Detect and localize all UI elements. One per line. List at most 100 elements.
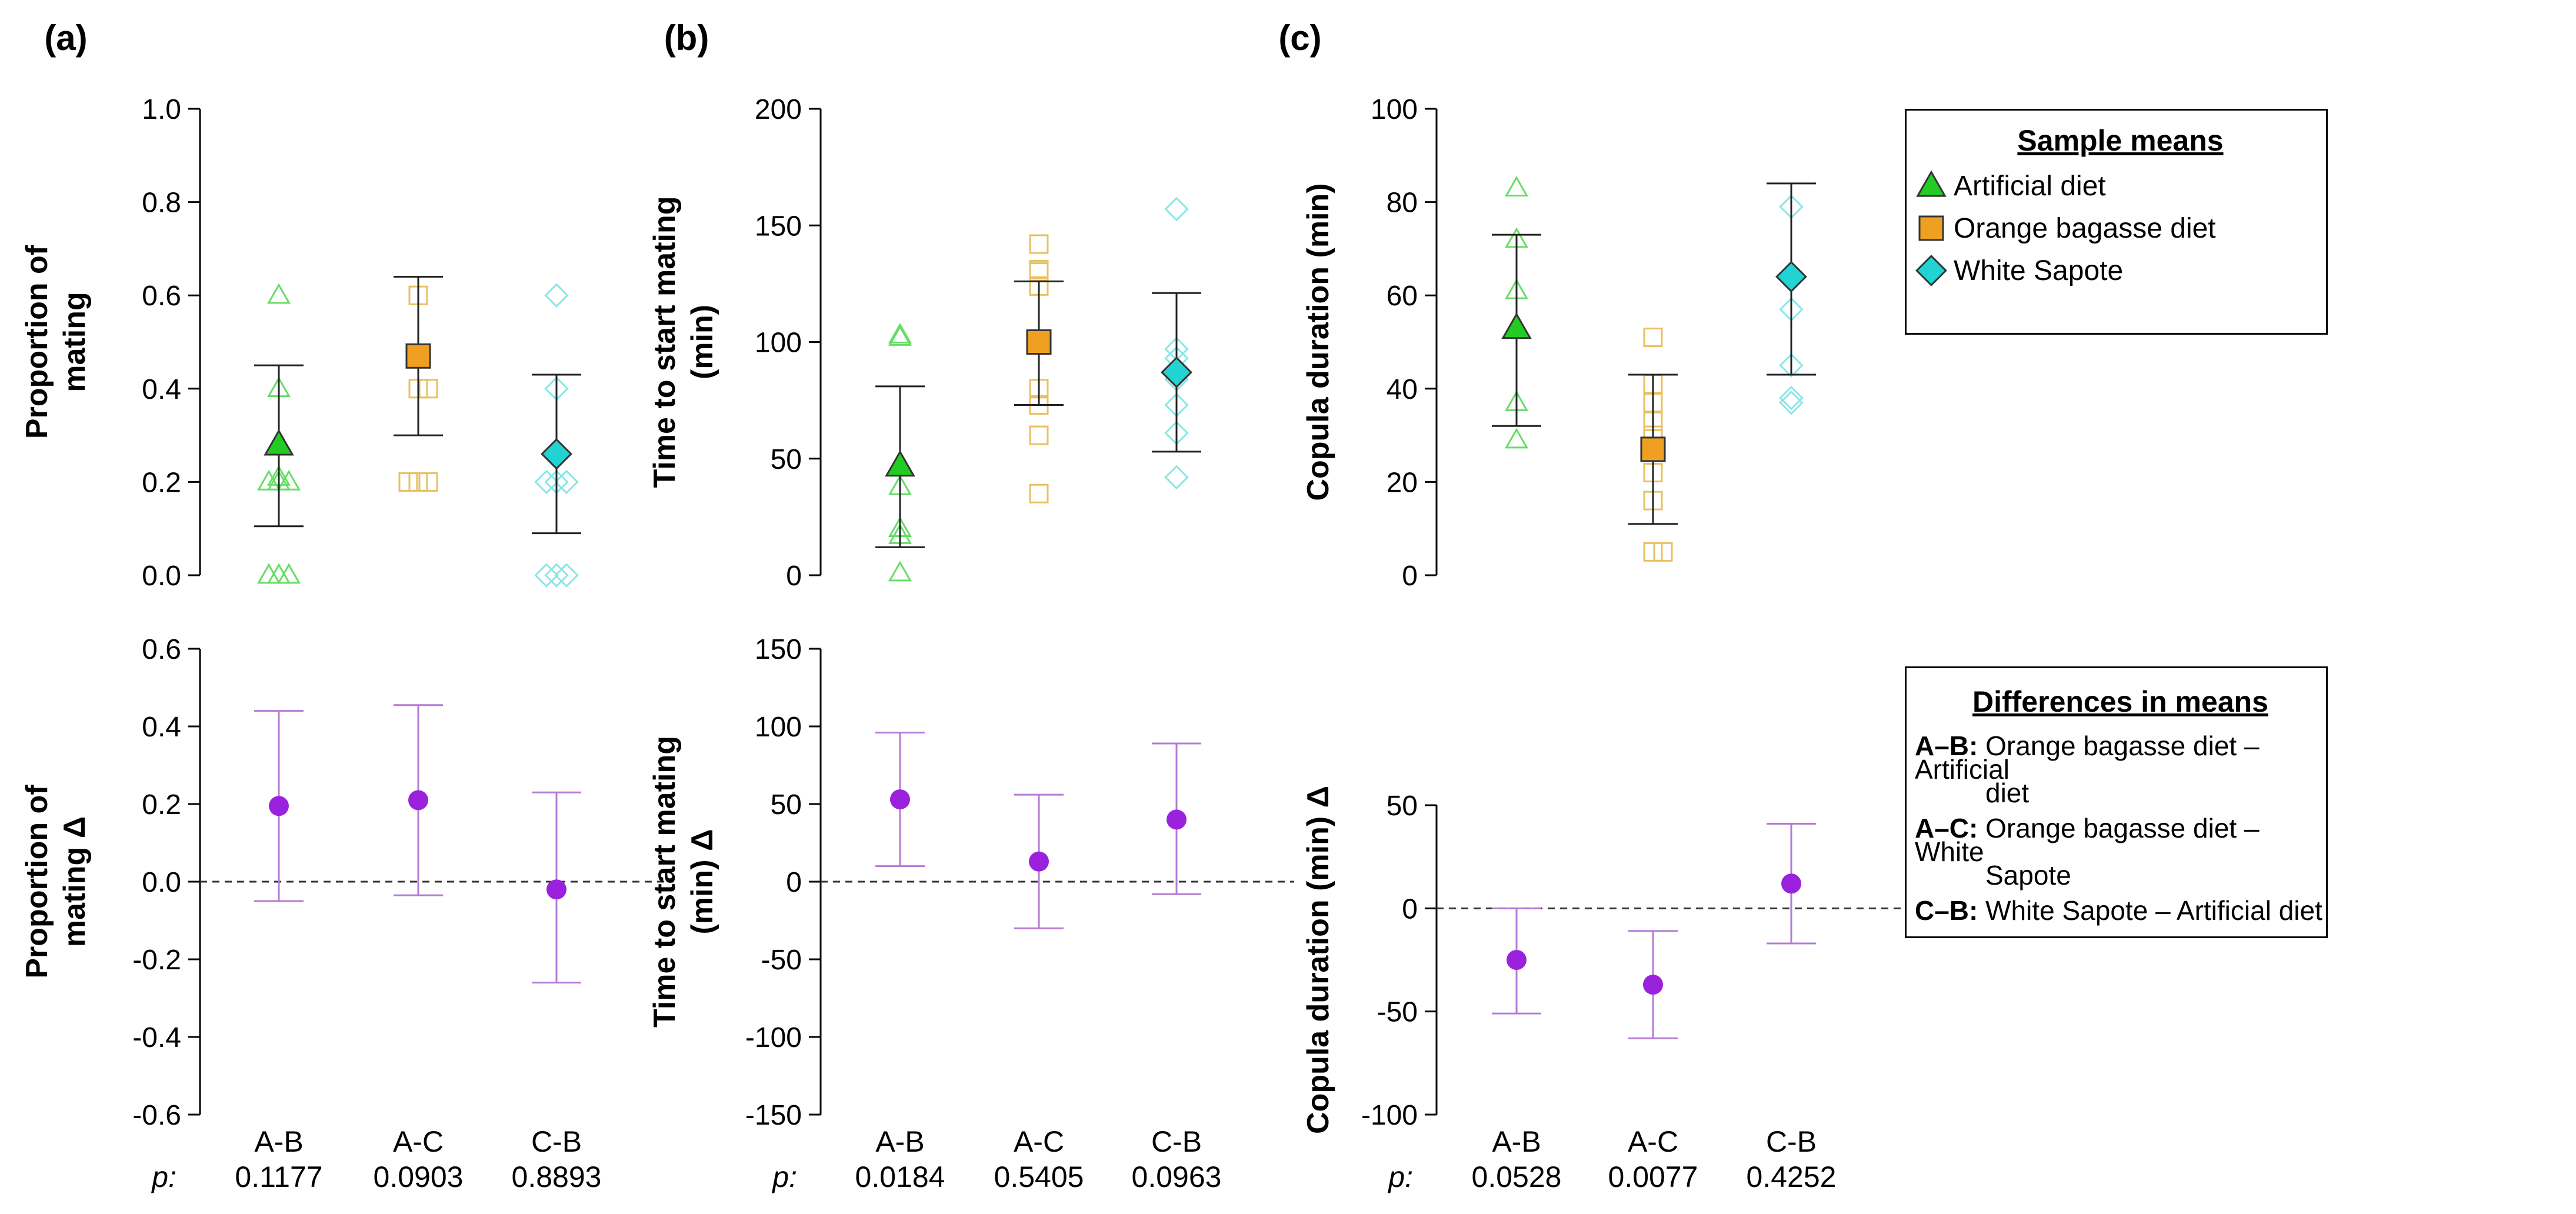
sample-means-chart: 0 20 40 60 80 100 Copula duration (min) — [1301, 94, 1816, 592]
top-tick-label-3: 0.6 — [142, 281, 181, 312]
bottom-tick-label-5: 0.4 — [142, 712, 181, 743]
y-axis-label-line: Time to start mating — [648, 196, 682, 488]
bottom-tick-label-3: 0.0 — [142, 867, 181, 898]
group-mean-marker — [405, 343, 431, 369]
top-tick-label-4: 80 — [1387, 188, 1418, 219]
raw-data-point — [1164, 196, 1189, 222]
bottom-tick-label-3: 0 — [786, 867, 802, 898]
p-value: 0.0528 — [1472, 1160, 1562, 1193]
bottom-tick-label-0: -0.6 — [132, 1100, 181, 1131]
raw-data-point — [554, 563, 579, 588]
differences-chart: -0.6 -0.4 -0.2 0.0 0.2 0.4 0.6 Proportion of mat… — [20, 634, 674, 1193]
raw-data-point — [554, 469, 579, 495]
bottom-tick-label-6: 0.6 — [142, 634, 181, 665]
bottom-tick-label-1: -50 — [1377, 997, 1418, 1028]
raw-data-point — [888, 325, 912, 346]
group-mean-marker — [1640, 436, 1666, 462]
differences-chart: -150 -100 -50 0 50 100 150 Time to start mating… — [648, 634, 1294, 1193]
group-mean-marker — [1501, 312, 1532, 339]
raw-data-point — [534, 469, 559, 495]
top-tick-label-4: 200 — [755, 94, 802, 125]
raw-data-point — [1505, 428, 1528, 449]
bottom-tick-label-2: -50 — [761, 945, 802, 976]
diff-mean-point — [1167, 809, 1187, 830]
raw-data-point — [888, 322, 912, 343]
comparison-key: A–C: — [1915, 813, 1986, 843]
top-tick-label-5: 100 — [1371, 94, 1418, 125]
p-label: p: — [151, 1160, 176, 1193]
raw-data-point — [1029, 425, 1049, 445]
top-tick-label-3: 150 — [755, 211, 802, 242]
raw-data-point — [257, 469, 281, 491]
sample-means-chart: 0.0 0.2 0.4 0.6 0.8 1.0 Proportion of mating — [20, 94, 581, 592]
comparison-label: A-B — [254, 1125, 303, 1158]
top-tick-label-0: 0 — [1402, 561, 1418, 592]
top-tick-label-2: 40 — [1387, 374, 1418, 405]
bottom-tick-label-2: 0 — [1402, 893, 1418, 925]
p-value: 0.0903 — [374, 1160, 464, 1193]
top-tick-label-2: 100 — [755, 328, 802, 359]
raw-data-point — [257, 563, 281, 584]
top-tick-label-4: 0.8 — [142, 188, 181, 219]
raw-data-point — [277, 469, 301, 491]
raw-data-point — [418, 472, 438, 492]
p-value: 0.0963 — [1132, 1160, 1222, 1193]
legend-item-label: Orange bagasse diet — [1954, 212, 2216, 244]
y-axis-label-line: Proportion of — [20, 245, 54, 439]
legend-differences-title: Differences in means — [1972, 685, 2268, 718]
group-mean-marker — [541, 438, 572, 470]
raw-data-point — [398, 472, 418, 492]
p-value: 0.0077 — [1608, 1160, 1698, 1193]
raw-data-point — [888, 561, 912, 582]
sample-means-chart: 0 50 100 150 200 Time to start mating (min) — [648, 94, 1201, 592]
bottom-tick-label-1: -100 — [745, 1022, 802, 1053]
comparison-label: C-B — [1151, 1125, 1202, 1158]
diff-mean-point — [546, 879, 566, 900]
triangle-icon — [1916, 170, 1947, 197]
raw-data-point — [1029, 483, 1049, 503]
comparison-key: C–B: — [1915, 895, 1986, 926]
legend-sample-means: Sample means Artificial diet Orange bagas… — [1905, 109, 2328, 335]
legend-item-label: Artificial diet — [1954, 170, 2106, 202]
legend-marker — [1915, 255, 1947, 286]
group-mean-marker — [264, 429, 294, 456]
panel-c: (c) 0 20 40 60 80 100 Copula duration (min) -100… — [1278, 18, 1910, 1193]
top-tick-label-2: 0.4 — [142, 374, 181, 405]
legend-marker — [1918, 215, 1944, 241]
y-axis-label-line: Proportion of — [20, 785, 54, 979]
comparison-text-continued: diet — [1985, 778, 2030, 808]
y-axis-label: Copula duration (min) Δ — [1301, 786, 1335, 1134]
top-tick-label-5: 1.0 — [142, 94, 181, 125]
legend-diff-item: A–C: Orange bagasse diet – White Sapote — [1915, 813, 2326, 889]
raw-data-point — [1779, 353, 1804, 378]
raw-data-point — [1164, 465, 1189, 490]
bottom-tick-label-6: 150 — [755, 634, 802, 665]
raw-data-point — [534, 563, 559, 588]
top-tick-label-0: 0.0 — [142, 561, 181, 592]
legend-sample-means-title: Sample means — [2017, 124, 2224, 157]
diff-mean-point — [1781, 873, 1801, 894]
group-mean-marker — [1775, 261, 1807, 293]
comparison-label: A-C — [393, 1125, 444, 1158]
y-axis-label-line: Copula duration (min) Δ — [1301, 786, 1335, 1134]
diff-mean-point — [269, 796, 289, 816]
bottom-tick-label-4: 50 — [771, 789, 802, 821]
bottom-tick-label-5: 100 — [755, 712, 802, 743]
bottom-tick-label-3: 50 — [1387, 791, 1418, 822]
legend-differences: Differences in means A–B: Orange bagasse… — [1905, 666, 2328, 938]
legend-diff-item: A–B: Orange bagasse diet – Artificial die… — [1915, 732, 2326, 808]
comparison-label: C-B — [531, 1125, 582, 1158]
comparison-label: C-B — [1766, 1125, 1817, 1158]
diff-mean-point — [1507, 950, 1527, 970]
p-value: 0.0184 — [855, 1160, 945, 1193]
diff-mean-point — [1029, 851, 1049, 872]
legend-item-diamond: White Sapote — [1915, 249, 2326, 292]
y-axis-label-line: mating Δ — [58, 816, 92, 947]
raw-data-point — [267, 563, 291, 584]
group-mean-marker — [1026, 329, 1052, 355]
p-value: 0.4252 — [1747, 1160, 1837, 1193]
raw-data-point — [277, 563, 301, 584]
differences-chart: -100 -50 0 50 Copula duration (min) Δ A-B0.05… — [1301, 786, 1910, 1193]
legend-item-square: Orange bagasse diet — [1915, 207, 2326, 249]
